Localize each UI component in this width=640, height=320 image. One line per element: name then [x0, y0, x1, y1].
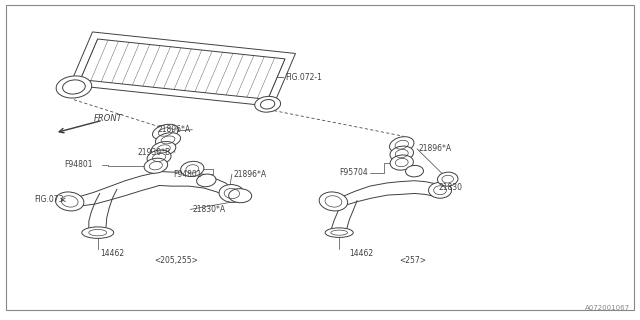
Text: 21896*A: 21896*A	[234, 170, 267, 179]
Ellipse shape	[429, 182, 452, 198]
Text: F95704: F95704	[339, 168, 368, 177]
Ellipse shape	[390, 146, 413, 161]
Text: FIG.073: FIG.073	[34, 195, 63, 204]
Text: 14462: 14462	[100, 250, 125, 259]
Ellipse shape	[56, 76, 92, 98]
Ellipse shape	[228, 189, 252, 203]
Ellipse shape	[152, 124, 179, 140]
Polygon shape	[70, 32, 296, 107]
Text: 21930*B: 21930*B	[138, 148, 171, 156]
Ellipse shape	[255, 96, 280, 112]
Text: F94801: F94801	[173, 170, 202, 179]
Polygon shape	[81, 39, 285, 100]
Ellipse shape	[156, 133, 180, 147]
Ellipse shape	[325, 228, 353, 237]
Ellipse shape	[319, 192, 348, 211]
Ellipse shape	[147, 150, 171, 165]
Text: 14462: 14462	[349, 250, 374, 259]
Text: 21830*A: 21830*A	[192, 205, 225, 214]
Ellipse shape	[180, 161, 204, 177]
Ellipse shape	[56, 192, 84, 211]
Text: F94801: F94801	[65, 160, 93, 169]
Ellipse shape	[144, 158, 168, 173]
Ellipse shape	[82, 227, 114, 238]
Text: FIG.072-1: FIG.072-1	[285, 73, 322, 82]
Ellipse shape	[219, 185, 244, 202]
Text: FRONT: FRONT	[93, 114, 122, 123]
Text: <205,255>: <205,255>	[154, 256, 198, 265]
Ellipse shape	[390, 155, 413, 170]
Ellipse shape	[390, 137, 414, 153]
Text: 21830: 21830	[438, 183, 462, 192]
Ellipse shape	[151, 141, 176, 156]
Ellipse shape	[196, 174, 216, 187]
Text: A072001067: A072001067	[584, 305, 630, 311]
Text: 21896*A: 21896*A	[419, 144, 452, 153]
Text: 21896*A: 21896*A	[157, 125, 190, 134]
Ellipse shape	[406, 165, 424, 177]
Text: <257>: <257>	[399, 256, 426, 265]
Ellipse shape	[438, 172, 458, 186]
